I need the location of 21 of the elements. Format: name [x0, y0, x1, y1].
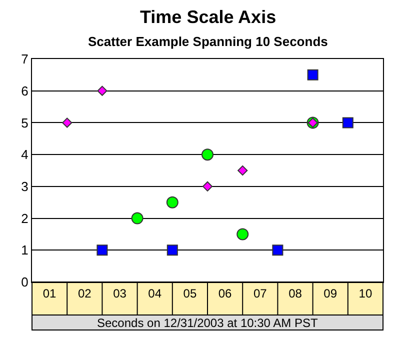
- x-tick-label: 01: [42, 286, 57, 300]
- x-tick-label: 09: [324, 286, 338, 300]
- y-tick-label: 0: [21, 274, 28, 290]
- x-tick-label: 06: [218, 286, 232, 300]
- chart-subtitle: Scatter Example Spanning 10 Seconds: [88, 34, 328, 49]
- y-tick-label: 5: [21, 115, 28, 130]
- x-axis-title: Seconds on 12/31/2003 at 10:30 AM PST: [97, 316, 318, 330]
- x-tick-label: 04: [148, 286, 162, 300]
- x-tick-label: 08: [288, 286, 302, 300]
- x-tick-label: 07: [253, 286, 268, 300]
- y-tick-label: 1: [21, 242, 28, 258]
- y-tick-label: 3: [21, 178, 28, 194]
- y-tick-label: 4: [21, 147, 28, 162]
- chart-title: Time Scale Axis: [140, 7, 276, 27]
- x-tick-label: 05: [183, 286, 197, 300]
- y-tick-label: 2: [21, 210, 28, 226]
- x-tick-label: 03: [113, 286, 127, 300]
- x-tick-label: 10: [358, 286, 372, 300]
- y-tick-label: 6: [21, 83, 28, 98]
- x-tick-label: 02: [78, 286, 92, 300]
- y-tick-label: 7: [21, 52, 28, 67]
